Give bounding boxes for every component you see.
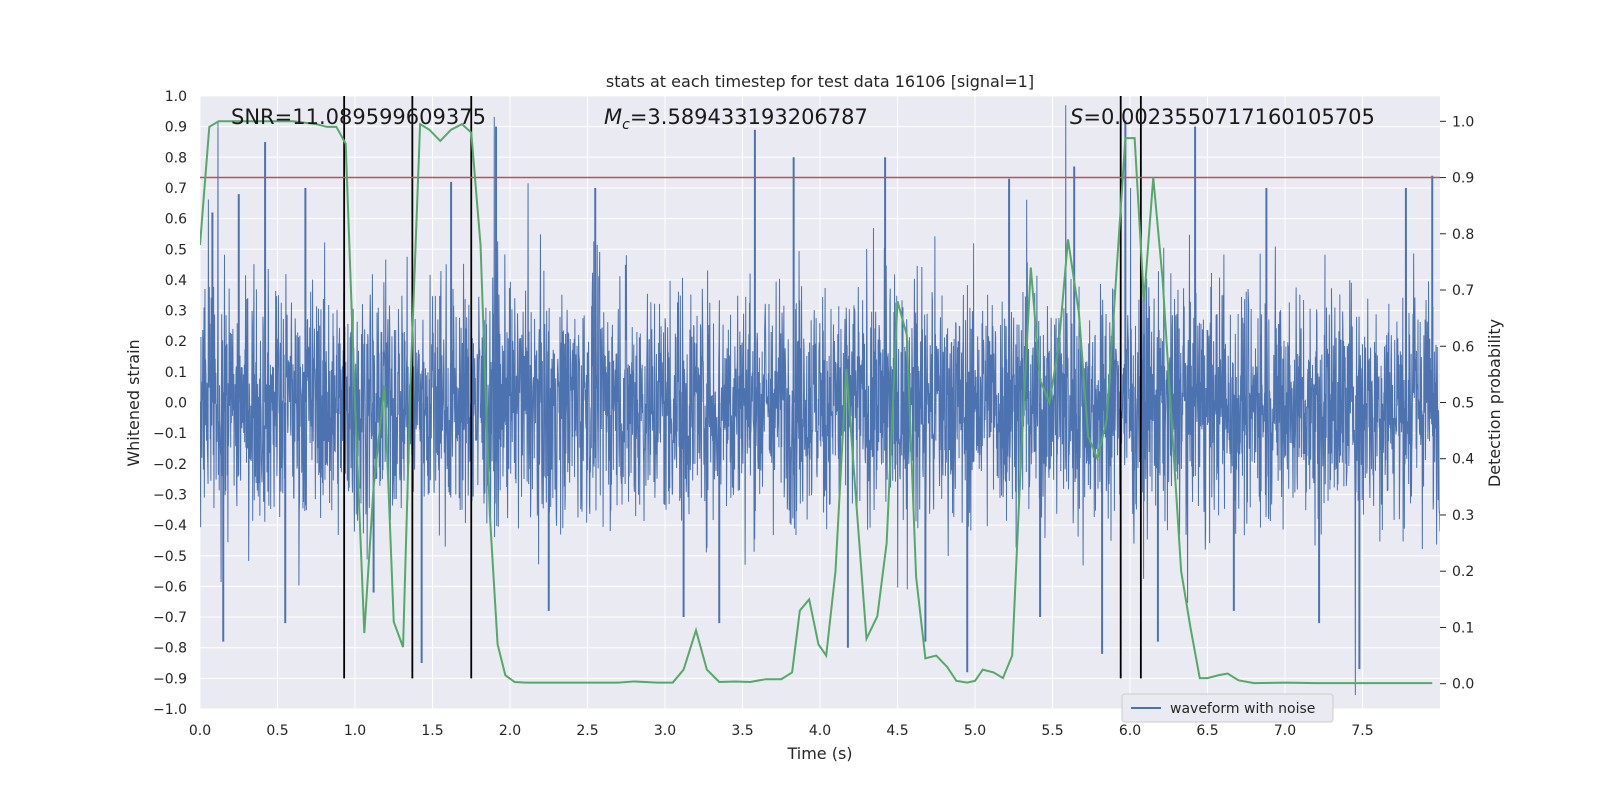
x-tick-label-4: 2.0 (499, 723, 521, 739)
x-tick-label-1: 0.5 (266, 723, 288, 739)
y-tick-label-4: −0.6 (153, 579, 187, 595)
y-tick-label-16: 0.6 (165, 212, 187, 228)
y2-tick-label-4: 0.4 (1452, 452, 1474, 468)
y2-tick-label-7: 0.7 (1452, 283, 1474, 299)
x-tick-labels: 0.0 0.5 1.0 1.5 2.0 2.5 3.0 3.5 4.0 4.5 5.0 5.5 6.0 6… (189, 723, 1374, 739)
y-tick-label-20: 1.0 (165, 89, 187, 105)
y-tick-label-13: 0.3 (165, 304, 187, 320)
x-tick-label-15: 7.5 (1351, 723, 1373, 739)
x-tick-label-7: 3.5 (731, 723, 753, 739)
y-tick-label-1: −0.9 (153, 671, 187, 687)
y-tick-label-11: 0.1 (165, 365, 187, 381)
y2-tick-label-8: 0.8 (1452, 227, 1474, 243)
x-tick-label-2: 1.0 (344, 723, 366, 739)
chirp-mass-annotation: Mc=3.589433193206787 (604, 105, 868, 133)
x-tick-label-6: 3.0 (654, 723, 676, 739)
x-axis-label: Time (s) (786, 744, 852, 763)
chirp-mass-symbol: M (604, 105, 622, 129)
x-tick-label-13: 6.5 (1196, 723, 1218, 739)
s-value: =0.0023550717160105705 (1083, 105, 1375, 129)
y2-tick-label-1: 0.1 (1452, 620, 1474, 636)
y-tick-label-18: 0.8 (165, 150, 187, 166)
probability-line (200, 120, 1433, 685)
waveform-series (200, 105, 1440, 696)
y-tick-label-15: 0.5 (165, 242, 187, 258)
y-tick-label-6: −0.4 (153, 518, 187, 534)
y2-tick-label-5: 0.5 (1452, 396, 1474, 412)
snr-annotation: SNR=11.089599609375 (231, 105, 486, 129)
y2-tick-label-6: 0.6 (1452, 339, 1474, 355)
y-tick-label-9: −0.1 (153, 426, 187, 442)
y-tick-label-14: 0.4 (165, 273, 187, 289)
y2-tick-label-10: 1.0 (1452, 114, 1474, 130)
chart-title: stats at each timestep for test data 161… (606, 72, 1034, 91)
probability-series (200, 120, 1433, 685)
y2-axis-label: Detection probability (1485, 319, 1504, 487)
legend: waveform with noise (1121, 693, 1334, 723)
y-tick-label-19: 0.9 (165, 120, 187, 136)
y-tick-label-17: 0.7 (165, 181, 187, 197)
y-tick-label-10: 0.0 (165, 396, 187, 412)
y-tick-label-5: −0.5 (153, 549, 187, 565)
y-tick-label-8: −0.2 (153, 457, 187, 473)
s-annotation: S=0.0023550717160105705 (1070, 105, 1375, 129)
vertical-marker-lines (343, 96, 1142, 679)
y-tick-label-12: 0.2 (165, 334, 187, 350)
x-tick-label-5: 2.5 (576, 723, 598, 739)
chirp-mass-subscript: c (622, 117, 630, 133)
legend-label: waveform with noise (1170, 701, 1315, 717)
y2-tick-label-9: 0.9 (1452, 171, 1474, 187)
y-tick-label-7: −0.3 (153, 487, 187, 503)
y2-tick-labels: 0.0 0.1 0.2 0.3 0.4 0.5 0.6 0.7 0.8 0.9 1.0 (1440, 114, 1474, 693)
y2-tick-label-0: 0.0 (1452, 677, 1474, 693)
y-tick-label-3: −0.7 (153, 610, 187, 626)
legend-box (1121, 693, 1334, 723)
x-tick-label-3: 1.5 (421, 723, 443, 739)
x-tick-label-9: 4.5 (886, 723, 908, 739)
x-tick-label-10: 5.0 (964, 723, 986, 739)
chirp-mass-value: =3.589433193206787 (630, 105, 868, 129)
x-tick-label-11: 5.5 (1041, 723, 1063, 739)
s-symbol: S (1070, 105, 1083, 129)
y-tick-label-2: −0.8 (153, 641, 187, 657)
x-tick-label-0: 0.0 (189, 723, 211, 739)
y2-tick-label-3: 0.3 (1452, 508, 1474, 524)
x-tick-label-14: 7.0 (1274, 723, 1296, 739)
waveform-line (200, 105, 1440, 696)
y-axis-label: Whitened strain (124, 339, 143, 466)
y2-tick-label-2: 0.2 (1452, 564, 1474, 580)
y-tick-label-0: −1.0 (153, 702, 187, 718)
y-tick-labels: −1.0 −0.9 −0.8 −0.7 −0.6 −0.5 −0.4 −0.3 −0.2 −0.1… (153, 89, 187, 718)
x-tick-label-8: 4.0 (809, 723, 831, 739)
x-tick-label-12: 6.0 (1119, 723, 1141, 739)
